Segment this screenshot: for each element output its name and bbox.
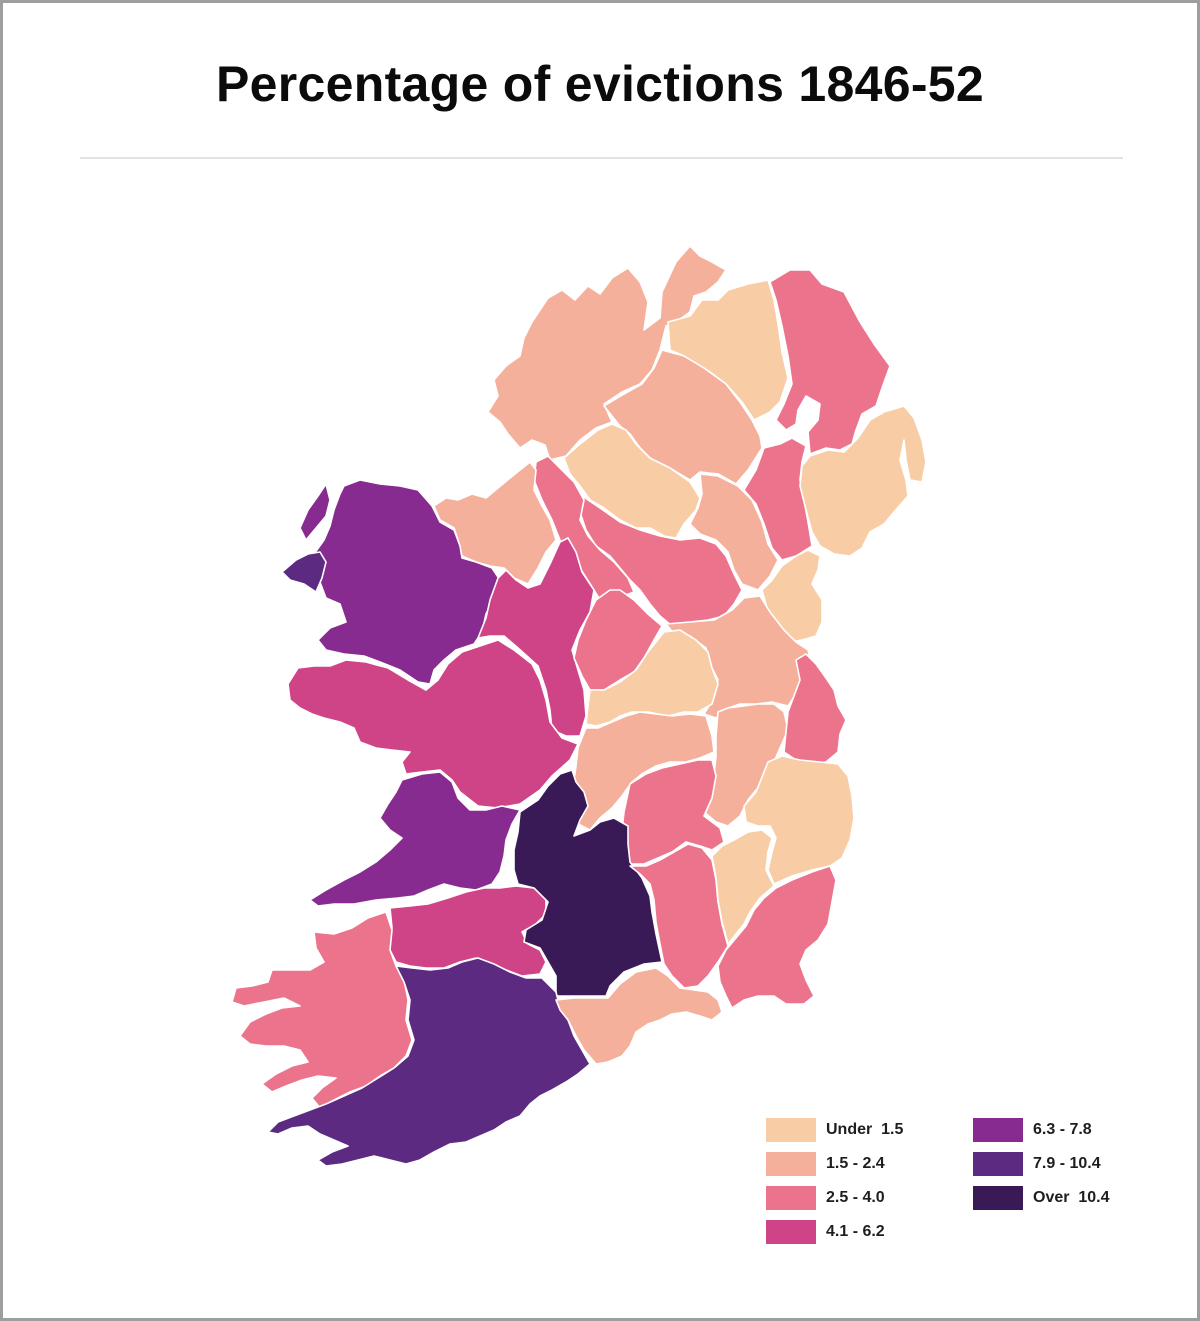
legend-label: Over 10.4 bbox=[1033, 1189, 1110, 1206]
legend-item: Over 10.4 bbox=[973, 1185, 1110, 1211]
ireland-choropleth-map bbox=[231, 245, 927, 1167]
legend-item: 2.5 - 4.0 bbox=[766, 1185, 885, 1211]
region-antrim[interactable] bbox=[769, 269, 891, 455]
legend-item: 4.1 - 6.2 bbox=[766, 1219, 885, 1245]
legend-swatch bbox=[973, 1186, 1023, 1210]
region-wicklow[interactable] bbox=[743, 755, 855, 885]
legend-item: 1.5 - 2.4 bbox=[766, 1151, 885, 1177]
legend-swatch bbox=[766, 1118, 816, 1142]
region-westmeath[interactable] bbox=[585, 629, 719, 727]
legend-swatch bbox=[973, 1152, 1023, 1176]
region-waterford[interactable] bbox=[555, 967, 723, 1065]
legend-label: 4.1 - 6.2 bbox=[826, 1223, 885, 1240]
region-leitrim[interactable] bbox=[533, 455, 635, 607]
legend-swatch bbox=[766, 1186, 816, 1210]
legend-swatch bbox=[766, 1152, 816, 1176]
region-inishmore[interactable] bbox=[281, 551, 327, 593]
region-cork[interactable] bbox=[267, 957, 591, 1167]
legend-item: 6.3 - 7.8 bbox=[973, 1117, 1092, 1143]
legend-item: Under 1.5 bbox=[766, 1117, 903, 1143]
legend-label: 1.5 - 2.4 bbox=[826, 1155, 885, 1172]
region-dublin[interactable] bbox=[783, 653, 847, 765]
legend-label: 2.5 - 4.0 bbox=[826, 1189, 885, 1206]
region-carlow[interactable] bbox=[711, 829, 775, 945]
region-down[interactable] bbox=[799, 405, 927, 557]
legend-swatch bbox=[973, 1118, 1023, 1142]
map-card: Percentage of evictions 1846-52 bbox=[3, 3, 1197, 1318]
region-sligo[interactable] bbox=[433, 461, 557, 585]
legend-label: Under 1.5 bbox=[826, 1121, 904, 1138]
legend-item: 7.9 - 10.4 bbox=[973, 1151, 1101, 1177]
region-clare[interactable] bbox=[309, 771, 521, 907]
region-fermanagh[interactable] bbox=[563, 423, 701, 539]
region-roscommon[interactable] bbox=[477, 537, 595, 737]
map-title: Percentage of evictions 1846-52 bbox=[216, 56, 984, 112]
region-limerick[interactable] bbox=[387, 885, 547, 977]
region-galway[interactable] bbox=[287, 639, 579, 809]
legend-swatch bbox=[766, 1220, 816, 1244]
region-monaghan[interactable] bbox=[689, 473, 779, 591]
region-achill[interactable] bbox=[299, 483, 331, 541]
region-wexford[interactable] bbox=[717, 865, 837, 1009]
region-kilkenny[interactable] bbox=[629, 843, 729, 989]
region-donegal[interactable] bbox=[487, 245, 727, 461]
region-tipperary[interactable] bbox=[513, 769, 663, 997]
title-divider bbox=[80, 157, 1123, 159]
legend-label: 6.3 - 7.8 bbox=[1033, 1121, 1092, 1138]
legend-label: 7.9 - 10.4 bbox=[1033, 1155, 1101, 1172]
